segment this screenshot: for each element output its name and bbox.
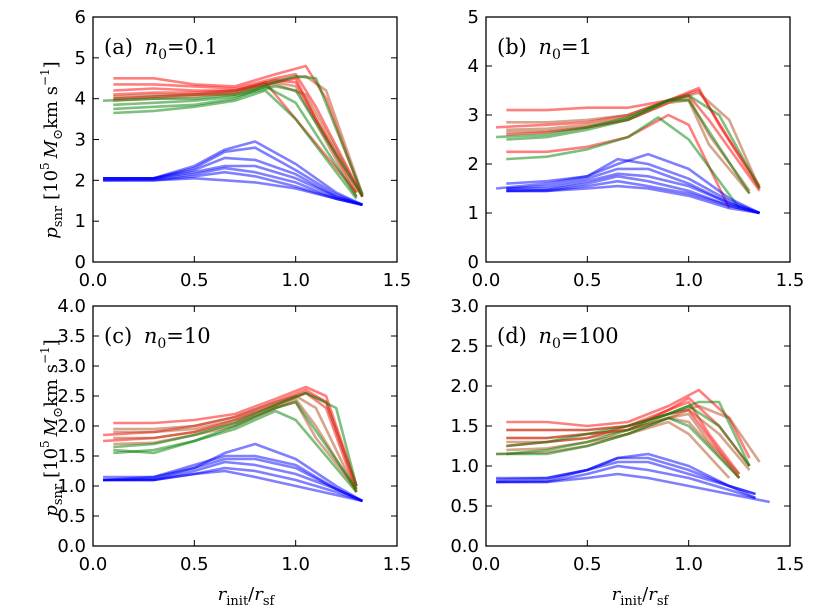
series-line-green-1	[103, 74, 364, 196]
x-tick-label: 1.0	[281, 270, 310, 291]
y-tick-label: 2	[75, 170, 86, 191]
series-line-green-2	[113, 400, 358, 490]
y-tick-label: 1.0	[57, 476, 86, 497]
series-line-brown-2	[113, 394, 358, 493]
y-tick-label: 2.5	[57, 386, 86, 407]
y-tick-label: 0.5	[450, 496, 479, 517]
series-line-brown-3	[113, 397, 358, 493]
panel-b: 0.0 0.5 1.0 1.5 0 1 2 3 4 5 (b) n0=1	[468, 7, 805, 291]
y-tick-label: 4	[468, 56, 479, 77]
x-tick-label: 0.0	[472, 270, 501, 291]
y-tick-label: 4.0	[57, 296, 86, 317]
panel-d: 0.0 0.5 1.0 1.5 0.0 0.5 1.0 1.5 2.0 2.5 3.0 (d) n0=…	[450, 296, 804, 575]
y-tick-label: 1	[75, 211, 86, 232]
y-tick-label: 6	[75, 7, 86, 28]
y-tick-label: 3.5	[57, 326, 86, 347]
x-tick-label: 1.5	[776, 270, 805, 291]
x-tick-label: 1.5	[383, 270, 412, 291]
series-line-blue-7	[103, 177, 363, 207]
series-group	[103, 385, 364, 503]
series-line-green-3	[496, 416, 741, 479]
y-tick-label: 1	[468, 203, 479, 224]
series-line-green-1	[506, 400, 751, 467]
series-line-blue-6	[103, 469, 363, 503]
y-tick-label: 3.0	[450, 296, 479, 317]
series-line-blue-5	[496, 472, 770, 504]
y-tick-label: 3.0	[57, 356, 86, 377]
plot-frame	[485, 16, 791, 263]
y-tick-label: 3	[468, 105, 479, 126]
series-line-green-2	[113, 85, 364, 198]
x-tick-label: 0.0	[79, 554, 108, 575]
y-tick-label: 5	[75, 48, 86, 69]
ylabel-bottom: psnr[105M⊙km s−1]	[38, 339, 66, 516]
series-line-green-1	[113, 391, 358, 487]
series-line-green-2	[506, 99, 751, 195]
x-tick-label: 0.5	[180, 554, 209, 575]
panel-title: (c) n0=10	[104, 324, 211, 352]
series-line-blue-1	[495, 152, 761, 215]
x-tick-label: 0.5	[180, 270, 209, 291]
y-tick-label: 5	[468, 7, 479, 28]
y-tick-label: 1.0	[450, 456, 479, 477]
y-tick-label: 2.0	[450, 376, 479, 397]
x-tick-label: 0.5	[573, 554, 602, 575]
y-tick-label: 0	[75, 252, 86, 273]
series-line-green-4	[113, 89, 358, 200]
series-line-blue-2	[506, 157, 761, 215]
series-group	[495, 86, 761, 215]
x-tick-label: 0.0	[472, 554, 501, 575]
panel-title: (d) n0=100	[497, 324, 619, 352]
series-line-brown-1	[113, 74, 364, 196]
series-line-blue-3	[496, 460, 756, 496]
panels-group: 0.0 0.5 1.0 1.5 0 1 2 3 4 5 6 (a) n0=0.1 0.0 0.5 1.0 1.…	[57, 7, 804, 575]
xlabel-left: rinit/rsf	[218, 584, 276, 609]
xlabel-right: rinit/rsf	[612, 584, 670, 609]
panel-title: (b) n0=1	[497, 35, 592, 63]
x-tick-label: 1.0	[674, 270, 703, 291]
y-tick-label: 0.0	[450, 536, 479, 557]
series-group	[496, 388, 770, 504]
ylabel-top: psnr[105M⊙km s−1]	[38, 61, 66, 238]
series-line-green-3	[506, 116, 741, 209]
y-tick-label: 2	[468, 154, 479, 175]
x-tick-label: 1.5	[383, 554, 412, 575]
x-tick-label: 1.0	[281, 554, 310, 575]
series-line-green-2	[506, 404, 751, 467]
y-tick-label: 0.5	[57, 506, 86, 527]
x-tick-label: 1.5	[776, 554, 805, 575]
series-group	[103, 64, 364, 207]
series-line-red-1	[113, 385, 358, 487]
x-tick-label: 0.0	[79, 270, 108, 291]
y-tick-label: 2.0	[57, 416, 86, 437]
y-tick-label: 1.5	[57, 446, 86, 467]
series-line-blue-4	[506, 172, 760, 215]
y-tick-label: 4	[75, 89, 86, 110]
y-tick-label: 2.5	[450, 336, 479, 357]
x-tick-label: 1.0	[674, 554, 703, 575]
y-tick-label: 0	[468, 252, 479, 273]
panel-title: (a) n0=0.1	[104, 35, 218, 63]
series-line-blue-7	[506, 184, 760, 215]
panel-a: 0.0 0.5 1.0 1.5 0 1 2 3 4 5 6 (a) n0=0.1	[75, 7, 412, 291]
series-line-green-3	[113, 85, 358, 198]
series-line-blue-4	[103, 164, 363, 207]
y-tick-label: 0.0	[57, 536, 86, 557]
x-tick-label: 0.5	[573, 270, 602, 291]
series-line-red-2	[113, 72, 364, 198]
panel-c: 0.0 0.5 1.0 1.5 0.0 0.5 1.0 1.5 2.0 2.5 3.0 3.5 4.0 (…	[57, 296, 411, 575]
y-tick-label: 1.5	[450, 416, 479, 437]
y-tick-label: 3	[75, 130, 86, 151]
series-line-green-3	[113, 409, 358, 493]
